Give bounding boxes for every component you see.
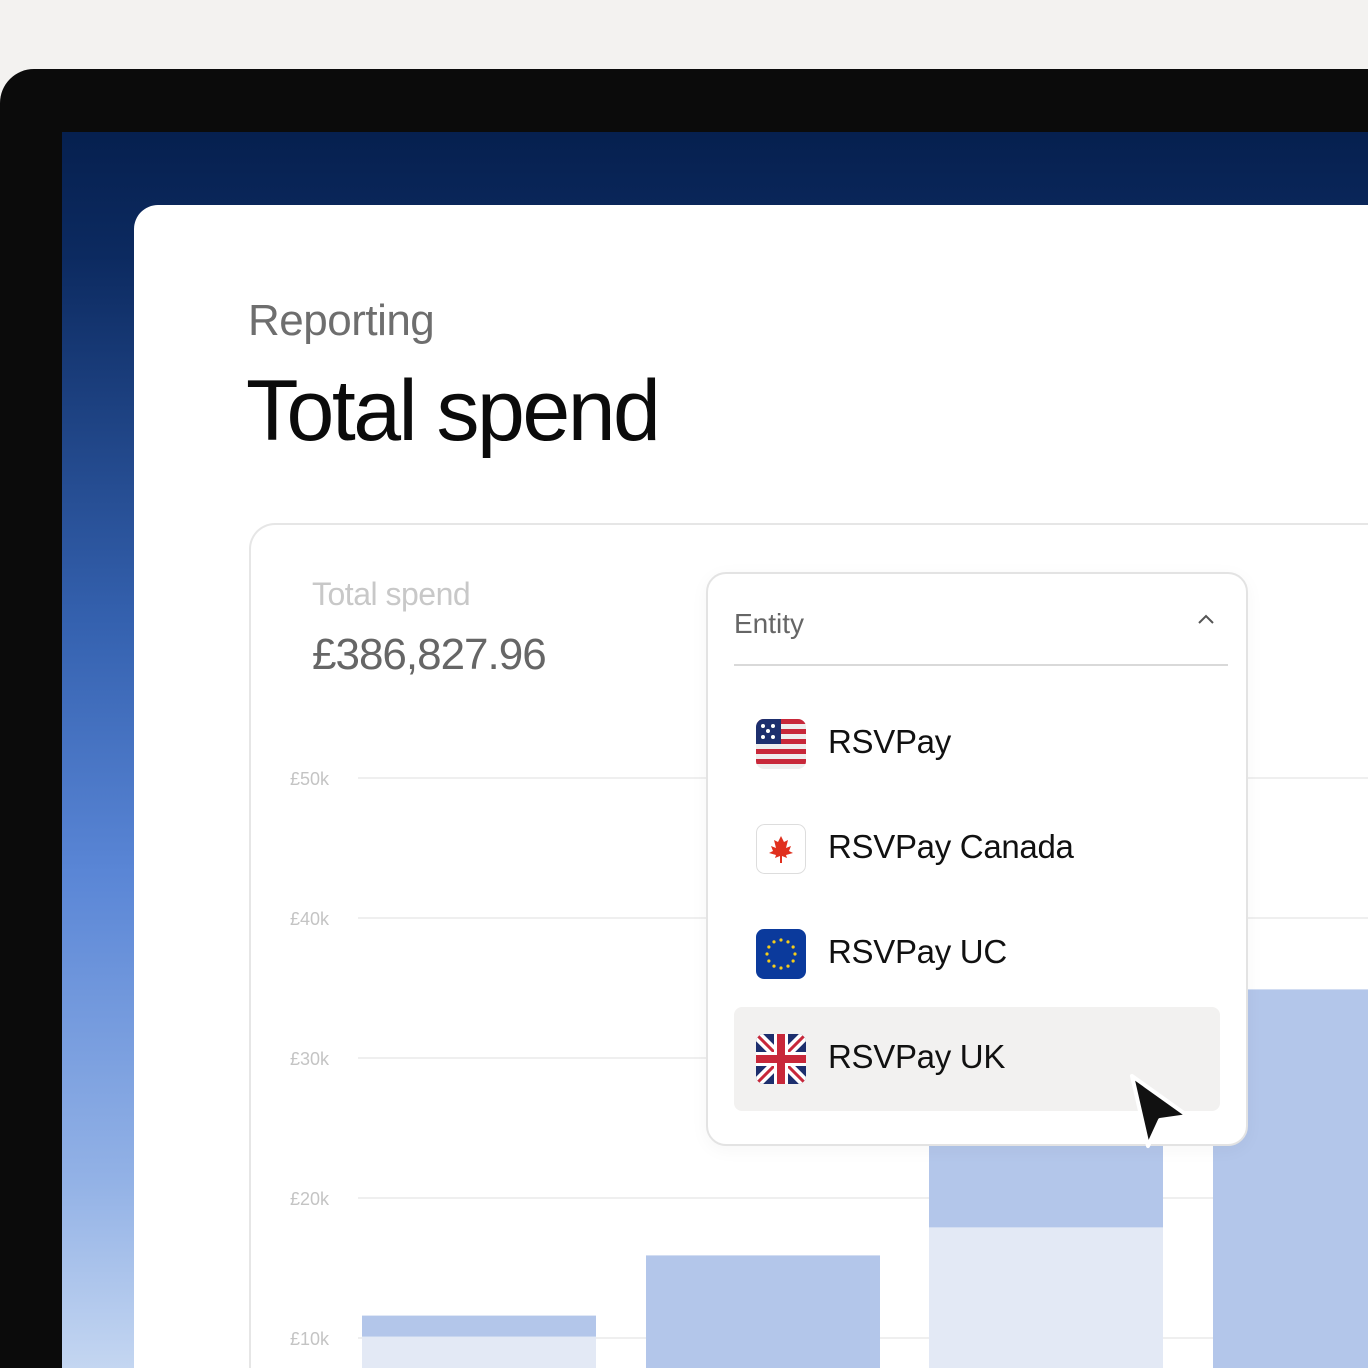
- page-eyebrow: Reporting: [248, 296, 435, 345]
- y-tick-label: £50k: [290, 769, 330, 789]
- entity-option-rsvpay-uc[interactable]: RSVPay UC: [734, 902, 1220, 1006]
- option-label: RSVPay UK: [828, 1038, 1006, 1075]
- bar-segment-top: [646, 1255, 880, 1368]
- summary-value: £386,827.96: [312, 630, 547, 679]
- canada-flag-icon: [756, 824, 806, 874]
- bar-segment-base: [929, 1227, 1163, 1368]
- option-label: RSVPay Canada: [828, 828, 1074, 865]
- entity-dropdown: Entity RSVPay RSVPay Canada RSVPay UC: [706, 572, 1248, 1146]
- bar-segment-base: [362, 1336, 596, 1368]
- page-title: Total spend: [246, 363, 661, 459]
- entity-option-rsvpay-canada[interactable]: RSVPay Canada: [734, 797, 1220, 901]
- entity-dropdown-header[interactable]: Entity: [734, 574, 1228, 666]
- mouse-cursor-icon: [1130, 1074, 1190, 1148]
- summary-label: Total spend: [312, 576, 471, 612]
- uk-flag-icon: [756, 1034, 806, 1084]
- entity-option-rsvpay[interactable]: RSVPay: [734, 692, 1220, 796]
- entity-dropdown-label: Entity: [734, 608, 805, 639]
- bar-segment-top: [362, 1315, 596, 1337]
- y-tick-label: £40k: [290, 909, 330, 929]
- entity-option-rsvpay-uk[interactable]: RSVPay UK: [734, 1007, 1220, 1111]
- us-flag-icon: [756, 719, 806, 769]
- eu-flag-icon: [756, 929, 806, 979]
- y-tick-label: £10k: [290, 1329, 330, 1349]
- option-label: RSVPay: [828, 723, 951, 760]
- y-tick-label: £20k: [290, 1189, 330, 1209]
- option-label: RSVPay UC: [828, 933, 1007, 970]
- chevron-up-icon[interactable]: [1196, 610, 1216, 630]
- y-tick-label: £30k: [290, 1049, 330, 1069]
